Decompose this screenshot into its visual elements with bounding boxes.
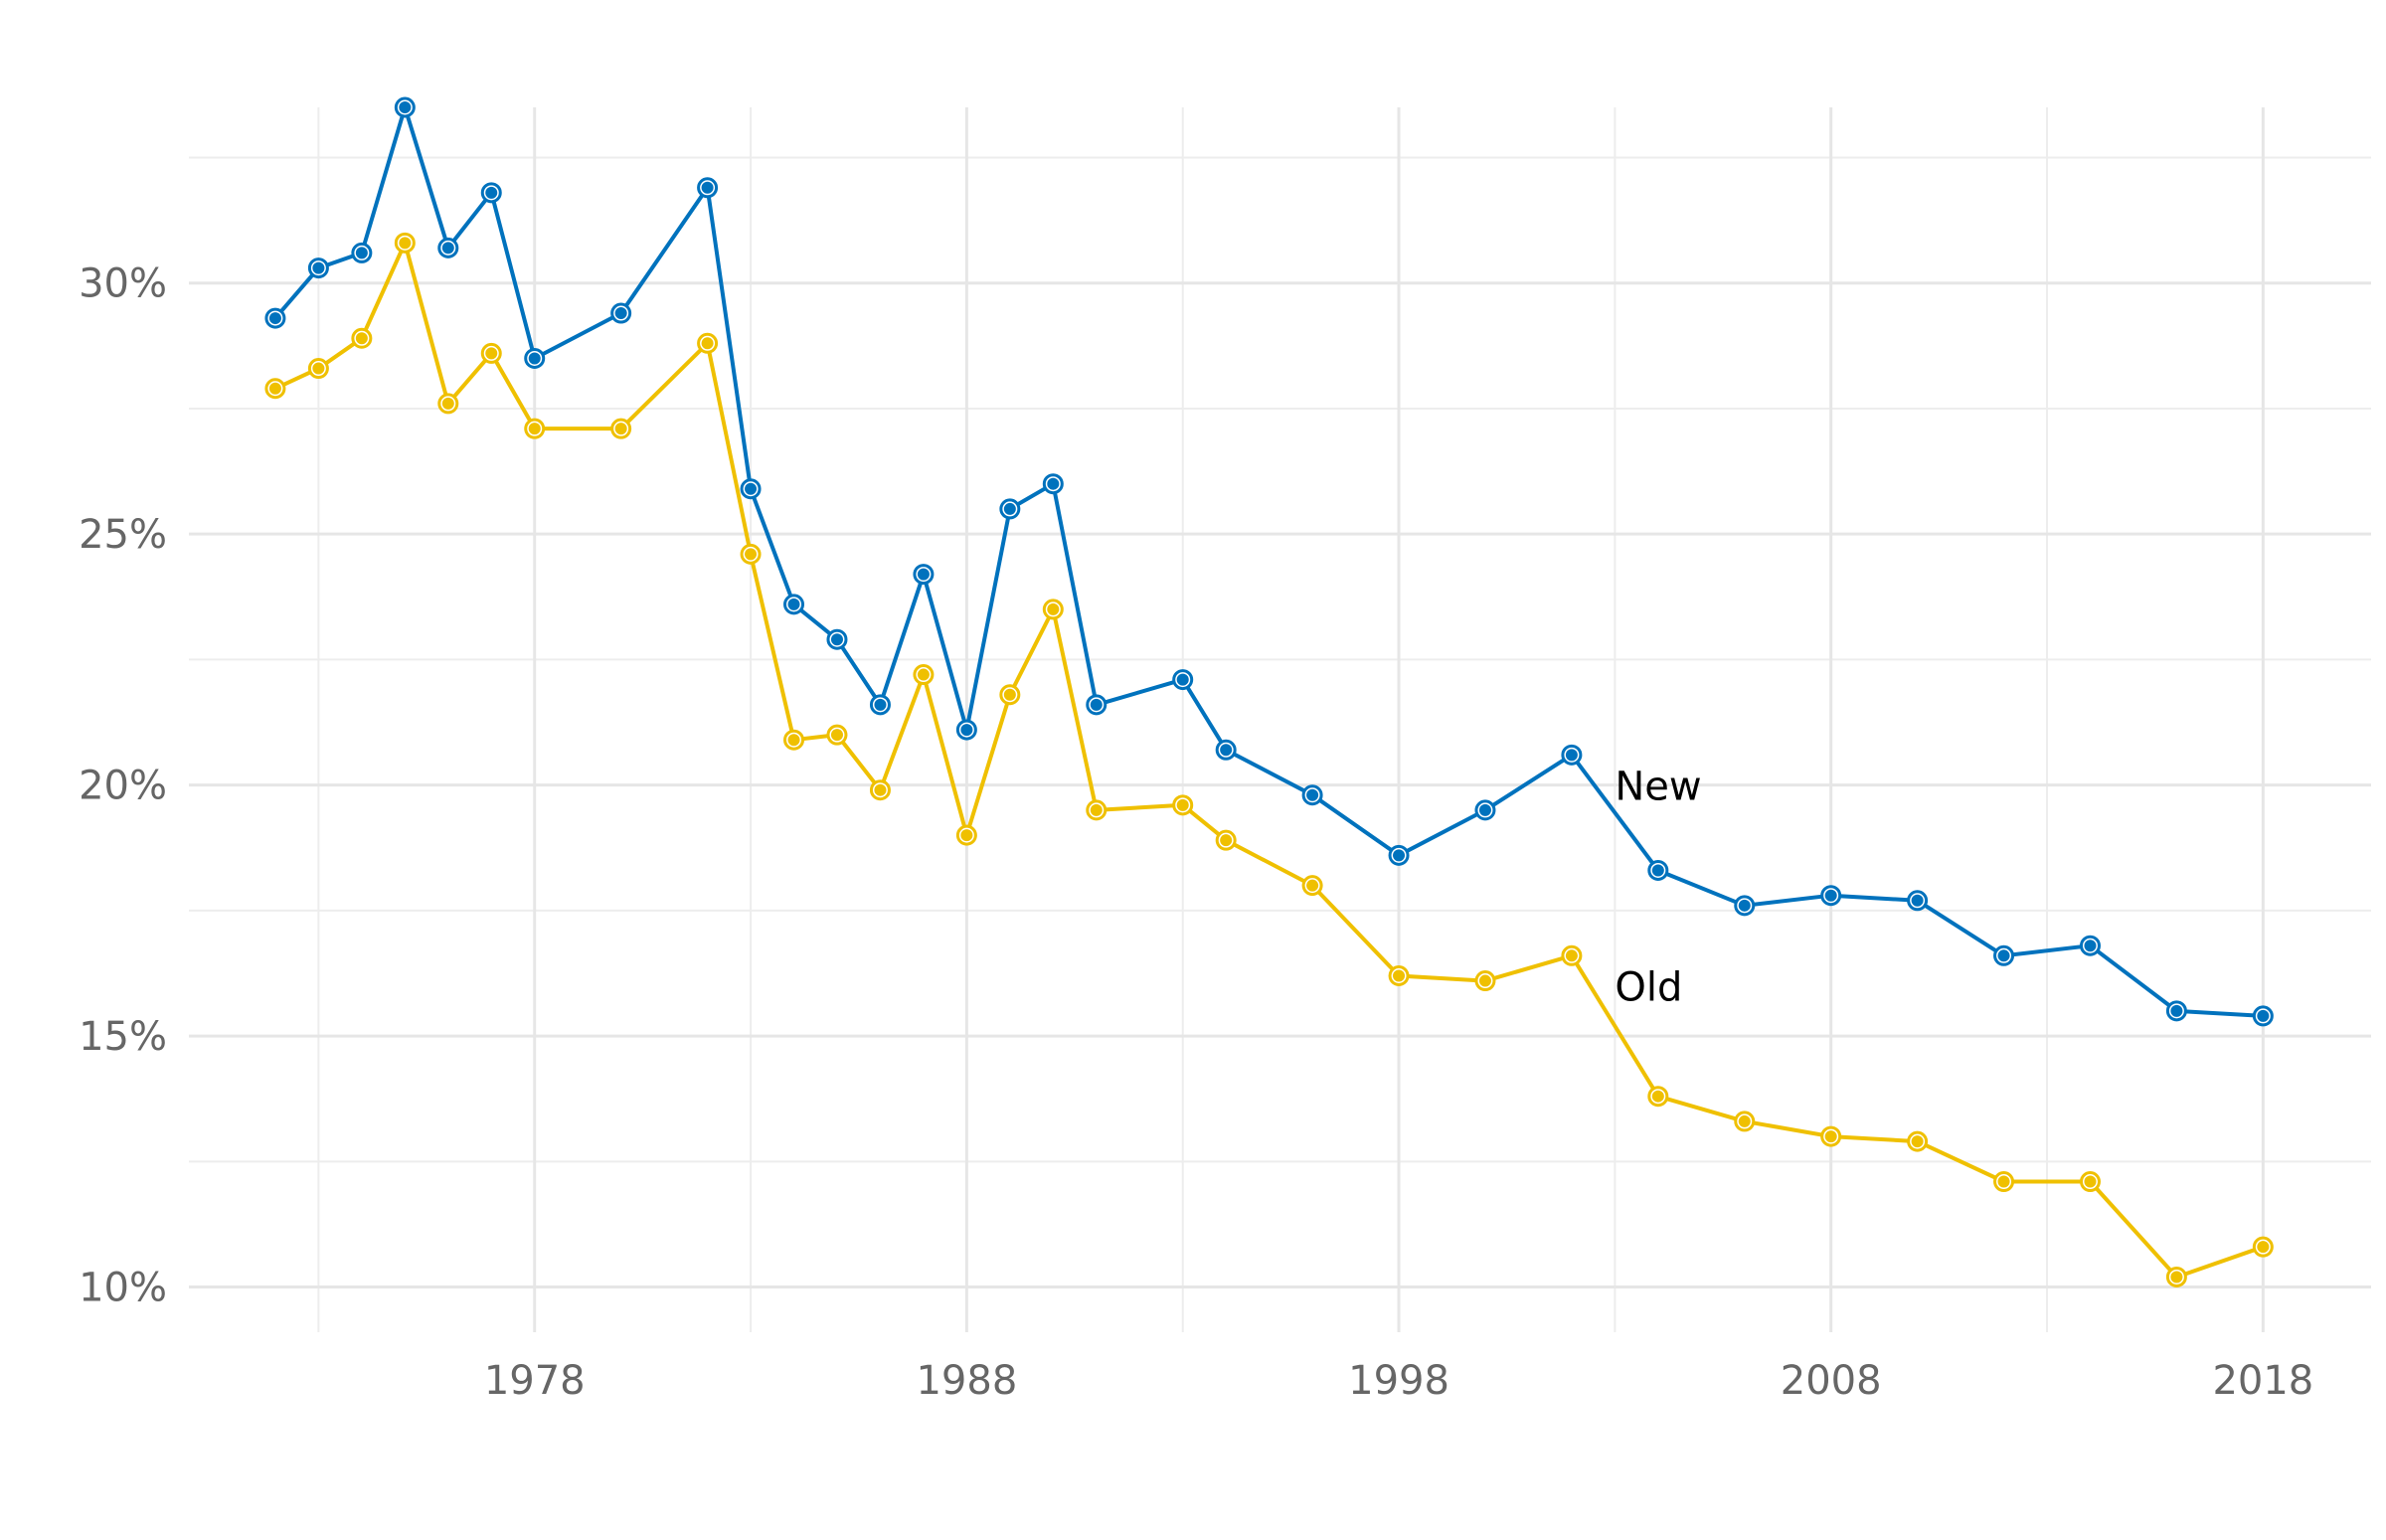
data-point-dot-new: [1220, 744, 1233, 757]
data-point-dot-new: [614, 307, 627, 320]
x-tick-label: 1998: [1348, 1358, 1449, 1404]
data-point-dot-new: [960, 724, 973, 737]
data-point-dot-old: [528, 423, 541, 435]
data-point-dot-new: [1176, 673, 1189, 686]
data-point-dot-old: [1997, 1175, 2010, 1188]
x-axis-tick-labels: 1978 1988 1998 2008 2018: [484, 1358, 2313, 1404]
data-point-dot-old: [268, 382, 281, 395]
data-point-dot-new: [1478, 803, 1491, 816]
data-point-dot-old: [312, 362, 325, 375]
data-point-dot-new: [399, 101, 412, 113]
data-point-dot-new: [830, 633, 843, 646]
data-point-dot-new: [1911, 894, 1924, 907]
series-labels: New Old: [1615, 764, 1701, 1010]
y-tick-label: 15%: [79, 1014, 167, 1060]
data-point-dot-new: [2257, 1009, 2270, 1022]
data-point-dot-old: [441, 397, 454, 410]
series-line-old: [272, 241, 2266, 1280]
data-point-dot-new: [701, 181, 714, 194]
data-point-dot-new: [2170, 1004, 2183, 1017]
data-point-dot-old: [1565, 949, 1578, 962]
data-point-dot-old: [2170, 1271, 2183, 1283]
data-point-dot-old: [1911, 1135, 1924, 1148]
data-point-dot-new: [787, 598, 800, 610]
data-point-dot-old: [1220, 834, 1233, 847]
data-point-dot-old: [1306, 879, 1319, 892]
data-point-dot-old: [399, 237, 412, 250]
y-tick-label: 10%: [79, 1266, 167, 1311]
data-point-dot-old: [745, 548, 758, 561]
data-point-dot-old: [960, 829, 973, 842]
y-tick-label: 25%: [79, 512, 167, 558]
data-point-dot-new: [745, 482, 758, 495]
x-tick-label: 1988: [916, 1358, 1017, 1404]
x-tick-label: 1978: [484, 1358, 586, 1404]
data-point-dot-old: [1047, 602, 1060, 615]
minor-gridlines: [189, 107, 2371, 1332]
data-point-dot-old: [701, 337, 714, 350]
series-line-new: [272, 105, 2266, 1018]
series-points: [264, 96, 2274, 1287]
y-tick-label: 30%: [79, 261, 167, 307]
data-point-dot-old: [917, 668, 930, 681]
data-point-dot-new: [485, 186, 498, 199]
data-point-dot-old: [614, 423, 627, 435]
data-point-dot-old: [2257, 1241, 2270, 1254]
data-point-dot-new: [874, 698, 887, 711]
data-point-dot-old: [1176, 798, 1189, 811]
data-point-dot-new: [1393, 849, 1406, 862]
data-point-dot-new: [917, 568, 930, 581]
data-point-dot-old: [1651, 1090, 1664, 1103]
data-point-dot-new: [1824, 889, 1837, 902]
data-point-dot-old: [1393, 969, 1406, 982]
data-point-dot-new: [312, 261, 325, 274]
data-point-dot-new: [1651, 864, 1664, 877]
data-point-dot-old: [1003, 688, 1016, 701]
data-point-dot-new: [1997, 949, 2010, 962]
data-point-dot-new: [441, 242, 454, 255]
data-point-dot-old: [1090, 803, 1103, 816]
data-point-dot-old: [485, 347, 498, 360]
data-point-dot-old: [874, 783, 887, 796]
data-point-dot-new: [355, 247, 368, 259]
x-tick-label: 2018: [2212, 1358, 2313, 1404]
data-point-dot-new: [1738, 899, 1751, 912]
data-point-dot-new: [1047, 477, 1060, 490]
data-point-dot-old: [1478, 974, 1491, 987]
data-point-dot-new: [2084, 940, 2097, 952]
x-tick-label: 2008: [1781, 1358, 1882, 1404]
data-point-dot-new: [1565, 749, 1578, 762]
data-point-dot-new: [268, 312, 281, 325]
data-point-dot-new: [528, 352, 541, 365]
data-point-dot-old: [1824, 1130, 1837, 1143]
data-point-dot-new: [1090, 698, 1103, 711]
data-point-dot-old: [1738, 1114, 1751, 1127]
series-label-old: Old: [1615, 964, 1682, 1010]
y-axis-tick-labels: 10% 15% 20% 25% 30%: [79, 261, 167, 1311]
series-lines: [272, 105, 2266, 1280]
data-point-dot-new: [1306, 788, 1319, 801]
data-point-dot-old: [355, 332, 368, 345]
y-tick-label: 20%: [79, 764, 167, 809]
data-point-dot-old: [2084, 1175, 2097, 1188]
data-point-dot-new: [1003, 502, 1016, 515]
series-label-new: New: [1615, 764, 1701, 809]
data-point-dot-old: [787, 734, 800, 747]
data-point-dot-old: [830, 729, 843, 742]
